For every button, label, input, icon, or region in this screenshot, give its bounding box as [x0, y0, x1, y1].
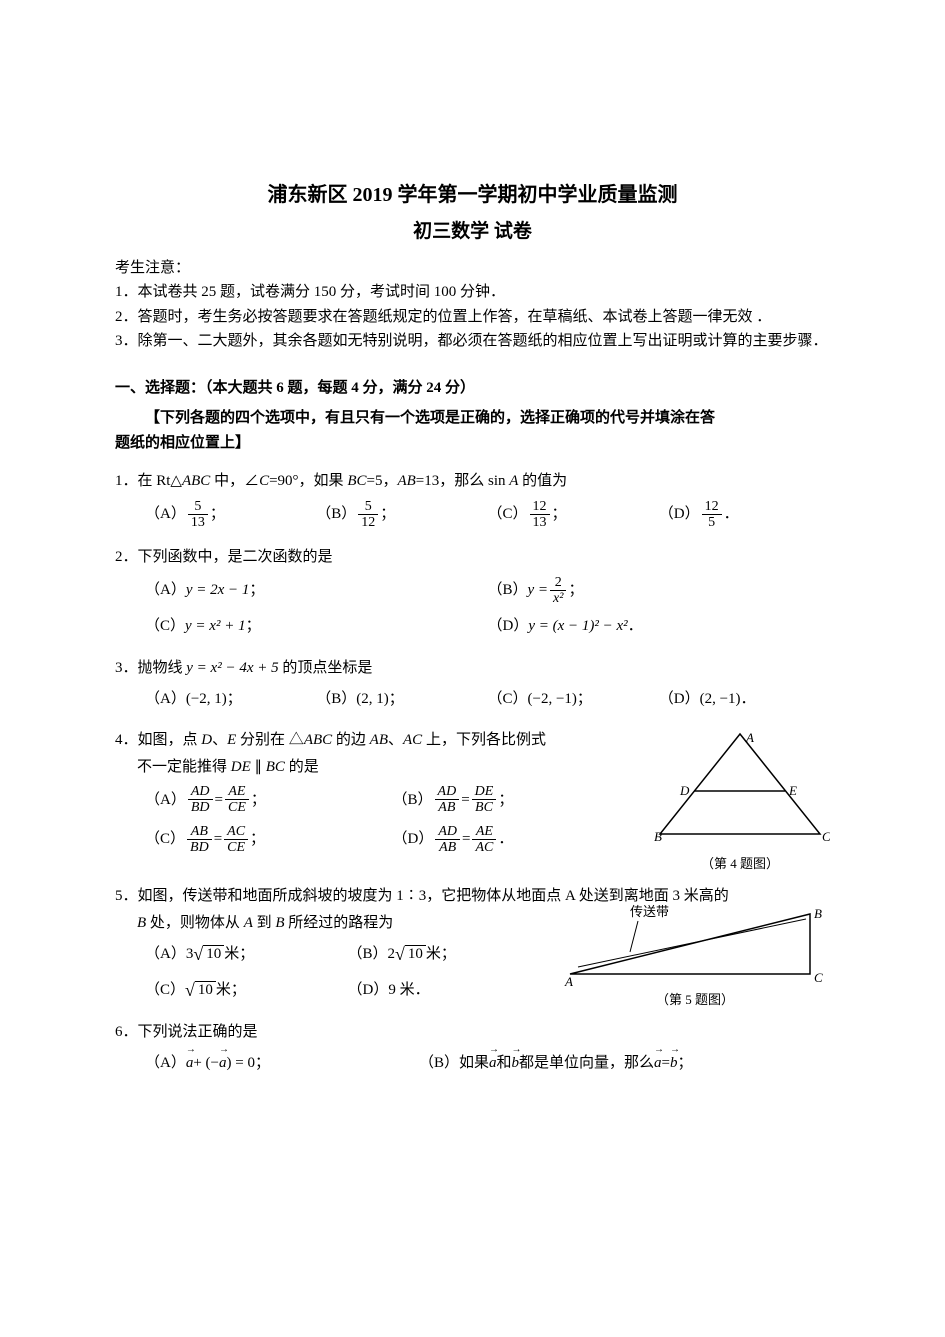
q1-option-a: （A） 513 ； — [145, 499, 316, 531]
question-5-stem-2: B 处，则物体从 A 到 B 所经过的路程为 — [137, 912, 550, 935]
q2-option-c: （C） y = x² + 1 ； — [145, 613, 488, 641]
q6-option-b: （B）如果 a 和 b 都是单位向量，那么 a = b； — [419, 1050, 830, 1078]
svg-text:E: E — [788, 783, 797, 798]
question-3-options: （A）(−2, 1)； （B）(2, 1)； （C）(−2, −1)； （D）(… — [145, 685, 830, 713]
q2-option-a: （A） y = 2x − 1 ； — [145, 575, 488, 607]
question-1-options: （A） 513 ； （B） 512 ； （C） 1213 ； （D） 125 ． — [145, 499, 830, 531]
svg-text:D: D — [679, 783, 690, 798]
question-1: 1．在 Rt△ABC 中，∠C=90°，如果 BC=5，AB=13，那么 sin… — [115, 470, 830, 530]
q4-figure: A B C D E （第 4 题图） — [650, 729, 830, 873]
question-2-options: （A） y = 2x − 1 ； （B） y = 2x² ； （C） y = x… — [145, 575, 830, 641]
question-3-stem: 3．抛物线 y = x² − 4x + 5 的顶点坐标是 — [115, 657, 830, 680]
svg-text:A: A — [745, 730, 754, 745]
q4-option-d: （D） ADAB = AEAC ． — [393, 824, 641, 856]
question-4: A B C D E （第 4 题图） 4．如图，点 D、E 分别在 △ABC 的… — [115, 729, 830, 869]
exam-subtitle: 初三数学 试卷 — [115, 218, 830, 247]
section-1-heading: 一、选择题：（本大题共 6 题，每题 4 分，满分 24 分） — [115, 377, 830, 400]
q3-option-d: （D）(2, −1)． — [659, 685, 830, 713]
q1-option-b: （B） 512 ； — [316, 499, 487, 531]
exam-title: 浦东新区 2019 学年第一学期初中学业质量监测 — [115, 180, 830, 210]
question-6-options: （A） a + (−a) = 0； （B）如果 a 和 b 都是单位向量，那么 … — [145, 1050, 830, 1078]
notice-heading: 考生注意： — [115, 257, 830, 280]
section-1-sub-1: 【下列各题的四个选项中，有且只有一个选项是正确的，选择正确项的代号并填涂在答 — [115, 407, 830, 430]
q3-option-b: （B）(2, 1)； — [316, 685, 487, 713]
q1-option-c: （C） 1213 ； — [488, 499, 659, 531]
question-1-stem: 1．在 Rt△ABC 中，∠C=90°，如果 BC=5，AB=13，那么 sin… — [115, 470, 830, 493]
question-2-stem: 2．下列函数中，是二次函数的是 — [115, 546, 830, 569]
q5-option-d: （D）9 米． — [348, 976, 551, 1004]
section-1-sub-2: 题纸的相应位置上】 — [115, 432, 830, 455]
q4-option-c: （C） ABBD = ACCE ； — [145, 824, 393, 856]
q4-figure-caption: （第 4 题图） — [650, 854, 830, 874]
notice-line-3: 3．除第一、二大题外，其余各题如无特别说明，都必须在答题纸的相应位置上写出证明或… — [115, 330, 830, 353]
q3-option-a: （A）(−2, 1)； — [145, 685, 316, 713]
q4-option-a: （A） ADBD = AECE ； — [145, 784, 393, 816]
question-4-stem-1: 4．如图，点 D、E 分别在 △ABC 的边 AB、AC 上，下列各比例式 — [115, 729, 640, 752]
svg-text:B: B — [654, 829, 662, 844]
svg-text:C: C — [814, 970, 823, 985]
q5-figure-caption: （第 5 题图） — [560, 990, 830, 1010]
notice-line-2: 2．答题时，考生务必按答题要求在答题纸规定的位置上作答，在草稿纸、本试卷上答题一… — [115, 306, 830, 329]
q5-option-b: （B） 2√10米； — [348, 940, 551, 968]
q2-option-b: （B） y = 2x² ； — [488, 575, 831, 607]
question-6-stem: 6．下列说法正确的是 — [115, 1021, 830, 1044]
q4-triangle-diagram: A B C D E — [650, 729, 830, 844]
question-4-stem-2: 不一定能推得 DE ∥ BC 的是 — [137, 756, 640, 779]
svg-text:传送带: 传送带 — [630, 904, 669, 919]
q2-option-d: （D） y = (x − 1)² − x² ． — [488, 613, 831, 641]
q5-option-c: （C） √10米； — [145, 976, 348, 1004]
q5-ramp-diagram: 传送带 A B C — [560, 904, 830, 989]
q5-option-a: （A） 3√10米； — [145, 940, 348, 968]
q1-option-d: （D） 125 ． — [659, 499, 830, 531]
q4-option-b: （B） ADAB = DEBC ； — [393, 784, 641, 816]
svg-text:C: C — [822, 829, 830, 844]
question-4-options: （A） ADBD = AECE ； （B） ADAB = DEBC ； （C） … — [145, 784, 640, 856]
notice-line-1: 1．本试卷共 25 题，试卷满分 150 分，考试时间 100 分钟． — [115, 281, 830, 304]
question-5-options: （A） 3√10米； （B） 2√10米； （C） √10米； （D）9 米． — [145, 940, 550, 1004]
question-5: 5．如图，传送带和地面所成斜坡的坡度为 1∶3，它把物体从地面点 A 处送到离地… — [115, 885, 830, 1005]
q5-figure: 传送带 A B C （第 5 题图） — [560, 904, 830, 1010]
svg-text:B: B — [814, 906, 822, 921]
question-3: 3．抛物线 y = x² − 4x + 5 的顶点坐标是 （A）(−2, 1)；… — [115, 657, 830, 714]
q6-option-a: （A） a + (−a) = 0； — [145, 1050, 419, 1078]
question-2: 2．下列函数中，是二次函数的是 （A） y = 2x − 1 ； （B） y =… — [115, 546, 830, 640]
svg-text:A: A — [564, 974, 573, 989]
q3-option-c: （C）(−2, −1)； — [488, 685, 659, 713]
question-6: 6．下列说法正确的是 （A） a + (−a) = 0； （B）如果 a 和 b… — [115, 1021, 830, 1078]
